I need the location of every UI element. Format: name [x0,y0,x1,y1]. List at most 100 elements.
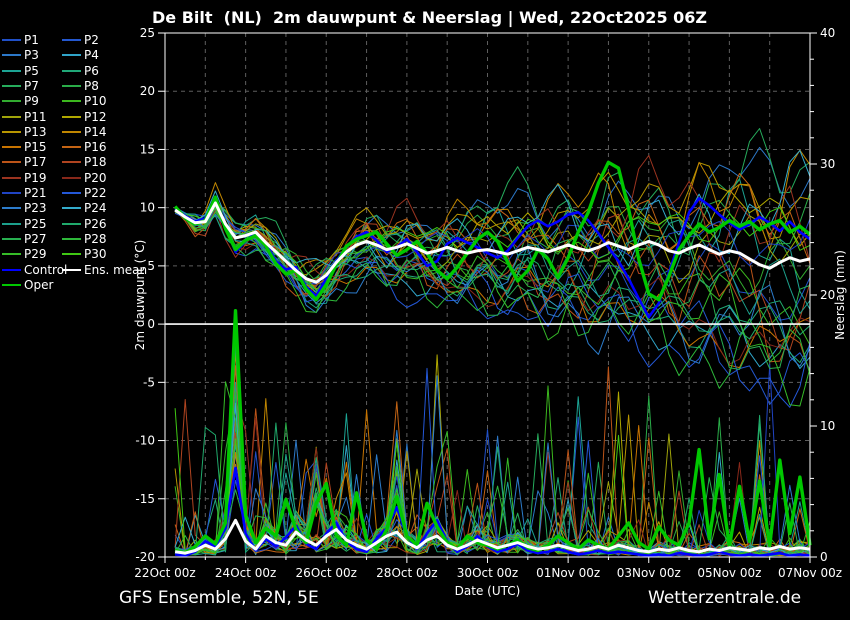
legend-label: P23 [24,201,47,216]
legend-swatch [62,222,81,225]
legend-swatch [62,54,81,57]
legend-item-ens-mean: Ens. mean [62,263,147,277]
legend-item-p11: P11 [2,110,47,124]
legend-item-p22: P22 [62,186,107,200]
chart-title: De Bilt (NL) 2m dauwpunt & Neerslag | We… [152,8,708,27]
legend-item-p24: P24 [62,201,107,215]
legend-label: Ens. mean [84,262,148,277]
legend-item-p7: P7 [2,79,39,93]
legend-item-p18: P18 [62,155,107,169]
legend-swatch [62,39,81,41]
legend-label: P24 [84,201,107,216]
svg-text:-15: -15 [135,492,155,506]
svg-text:10: 10 [820,419,835,433]
legend-item-p20: P20 [62,171,107,185]
axis-labels: 25 20 15 10 5 0 -5 -10 -15 -20 40 30 20 10 0 22Oct 00z 2… [133,26,847,598]
legend-item-p28: P28 [62,232,107,246]
legend-swatch [2,268,21,271]
legend-label: P4 [84,48,99,63]
svg-text:20: 20 [820,288,835,302]
legend-item-p12: P12 [62,110,107,124]
legend-label: Control [24,262,68,277]
legend-swatch [62,130,81,133]
legend-item-p8: P8 [62,79,99,93]
legend-label: P22 [84,186,107,200]
svg-text:-10: -10 [135,434,155,448]
legend-item-p13: P13 [2,125,47,139]
svg-text:24Oct 00z: 24Oct 00z [215,566,276,580]
ensemble-member-lines [174,128,811,557]
legend-swatch [62,192,81,194]
legend-swatch [2,39,21,41]
legend-label: Oper [24,277,54,292]
legend-label: P14 [84,124,107,139]
legend-swatch [2,161,21,164]
legend-label: P29 [24,247,47,262]
legend-item-p16: P16 [62,140,107,154]
svg-text:2m dauwpunt (°C): 2m dauwpunt (°C) [133,240,147,351]
legend-label: P1 [24,33,39,47]
svg-text:28Oct 00z: 28Oct 00z [376,566,437,580]
legend-item-p19: P19 [2,171,47,185]
legend-swatch [2,69,21,72]
legend-label: P7 [24,78,39,93]
legend-swatch [62,146,81,149]
legend-item-p3: P3 [2,48,39,62]
legend-swatch [2,207,21,210]
legend-item-p9: P9 [2,94,39,108]
main-series-lines [173,160,812,558]
legend-label: P11 [24,109,47,124]
legend-swatch [62,161,81,164]
svg-text:30: 30 [820,157,835,171]
legend-label: P15 [24,140,47,155]
legend-label: P5 [24,63,39,78]
legend-label: P21 [24,186,47,200]
svg-text:26Oct 00z: 26Oct 00z [296,566,357,580]
legend-swatch [62,84,81,87]
legend-label: P19 [24,170,47,185]
legend-label: P6 [84,63,99,78]
svg-text:5: 5 [147,259,155,273]
legend-swatch [62,115,81,118]
legend-swatch [2,146,21,149]
legend-item-p14: P14 [62,125,107,139]
legend-swatch [2,130,21,133]
legend-label: P28 [84,231,107,246]
svg-text:20: 20 [140,84,155,98]
legend-swatch [62,237,81,240]
svg-text:-5: -5 [143,375,155,389]
legend-item-control: Control [2,263,67,277]
legend-label: P27 [24,231,47,246]
legend-swatch [2,100,21,103]
svg-text:22Oct 00z: 22Oct 00z [134,566,195,580]
svg-text:07Nov 00z: 07Nov 00z [778,566,842,580]
svg-text:0: 0 [147,317,155,331]
legend-item-oper: Oper [2,278,53,292]
legend-label: P30 [84,247,107,262]
legend-label: P16 [84,140,107,155]
svg-text:05Nov 00z: 05Nov 00z [697,566,761,580]
legend-swatch [62,176,81,179]
svg-text:30Oct 00z: 30Oct 00z [457,566,518,580]
legend-item-p10: P10 [62,94,107,108]
legend-item-p15: P15 [2,140,47,154]
legend-label: P9 [24,94,39,109]
svg-text:Date (UTC): Date (UTC) [455,584,521,598]
legend-label: P17 [24,155,47,170]
legend-item-p29: P29 [2,247,47,261]
svg-text:01Nov 00z: 01Nov 00z [536,566,600,580]
legend-item-p26: P26 [62,217,107,231]
legend-item-p21: P21 [2,186,47,200]
svg-text:10: 10 [140,201,155,215]
legend-label: P8 [84,78,99,93]
svg-text:-20: -20 [135,550,155,564]
legend-swatch [2,192,21,194]
legend-swatch [2,237,21,240]
legend-swatch [2,253,21,256]
legend-swatch [2,176,21,179]
legend-item-p23: P23 [2,201,47,215]
legend-item-p2: P2 [62,33,99,47]
legend-label: P18 [84,155,107,170]
